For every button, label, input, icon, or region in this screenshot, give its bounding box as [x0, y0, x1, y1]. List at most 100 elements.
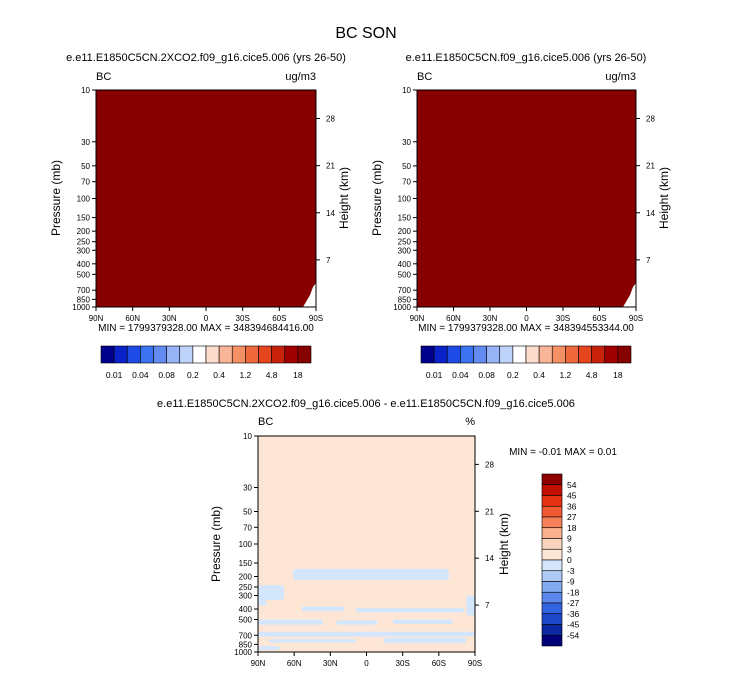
colorbar-box — [541, 527, 563, 539]
x-tick-label: 60N — [446, 314, 461, 323]
negative-patch — [392, 619, 454, 624]
colorbar-label: -18 — [567, 587, 580, 597]
y-tick-label: 300 — [398, 246, 412, 255]
panel-3-ylabel-right: Height (km) — [497, 513, 511, 575]
x-tick-label: 0 — [524, 314, 529, 323]
panel-3-title: e.e11.E1850C5CN.2XCO2.f09_g16.cice5.006 … — [157, 398, 575, 410]
y-tick-label: 1000 — [393, 303, 411, 312]
y-tick-label: 30 — [81, 138, 90, 147]
colorbar-box — [525, 345, 540, 364]
x-tick-label: 0 — [364, 659, 369, 668]
colorbar-box — [140, 345, 154, 364]
colorbar-box — [446, 345, 461, 364]
colorbar-box — [231, 345, 246, 364]
x-tick-label: 90N — [89, 314, 104, 323]
y-tick-label: 100 — [398, 195, 412, 204]
field-fill — [96, 90, 316, 307]
y-tick-label: 70 — [243, 523, 252, 532]
panel-2-axes: 1030507010015020025030040050070085010002… — [393, 86, 655, 323]
x-tick-label: 90S — [629, 314, 643, 323]
y-tick-label: 30 — [402, 138, 411, 147]
y-tick-label: 700 — [239, 631, 253, 640]
y-tick-label: 500 — [398, 270, 412, 279]
colorbar-label: 4.8 — [586, 370, 598, 380]
colorbar-label: 3 — [567, 544, 572, 554]
colorbar-box — [473, 345, 487, 364]
y2-tick-label: 7 — [646, 256, 651, 265]
x-tick-label: 30N — [483, 314, 498, 323]
colorbar-box — [166, 345, 181, 364]
x-tick-label: 60S — [592, 314, 606, 323]
colorbar-box — [541, 473, 563, 486]
y-tick-label: 10 — [81, 86, 90, 95]
panel-3-ylabel: Pressure (mb) — [209, 506, 223, 582]
negative-patch — [268, 639, 356, 643]
panel-1-field — [96, 90, 316, 307]
negative-patch — [292, 568, 449, 580]
negative-patch — [258, 646, 280, 651]
colorbar-box — [541, 613, 563, 625]
colorbar-label: -9 — [567, 577, 575, 587]
y-tick-label: 50 — [243, 507, 252, 516]
colorbar-box — [258, 345, 272, 364]
colorbar-box — [284, 345, 299, 364]
panel-3-field — [258, 436, 475, 652]
x-tick-label: 30S — [396, 659, 410, 668]
negative-patch — [258, 599, 267, 606]
y-tick-label: 400 — [398, 260, 412, 269]
colorbar-label: 0.01 — [426, 370, 443, 380]
colorbar-label: 0.04 — [132, 370, 149, 380]
y-tick-label: 400 — [77, 260, 91, 269]
x-tick-label: 60N — [287, 659, 302, 668]
panel-1-axes: 1030507010015020025030040050070085010002… — [72, 86, 335, 323]
field-fill — [417, 90, 636, 307]
colorbar-box — [460, 345, 474, 364]
colorbar-box — [271, 345, 286, 364]
y2-tick-label: 14 — [485, 554, 494, 563]
panel-2-ylabel-right: Height (km) — [657, 167, 671, 229]
colorbar-box — [541, 602, 563, 615]
colorbar-box — [499, 345, 514, 364]
x-tick-label: 30S — [556, 314, 570, 323]
y-tick-label: 150 — [239, 559, 253, 568]
panel-3-min-max: MIN = -0.01 MAX = 0.01 — [509, 447, 617, 458]
x-tick-label: 90S — [309, 314, 323, 323]
y-tick-label: 150 — [398, 214, 412, 223]
colorbar-label: 18 — [613, 370, 623, 380]
panel-1: e.e11.E1850C5CN.2XCO2.f09_g16.cice5.006 … — [49, 52, 351, 334]
colorbar-box — [541, 559, 563, 572]
y2-tick-label: 28 — [646, 115, 655, 124]
colorbar-label: -36 — [567, 609, 580, 619]
panel-1-ylabel: Pressure (mb) — [49, 160, 63, 236]
y-tick-label: 700 — [398, 286, 412, 295]
y-tick-label: 100 — [77, 195, 91, 204]
colorbar-box — [565, 345, 579, 364]
colorbar-label: 27 — [567, 512, 577, 522]
field-background — [258, 436, 475, 652]
panel-2: e.e11.E1850C5CN.f09_g16.cice5.006 (yrs 2… — [370, 52, 671, 334]
y2-tick-label: 14 — [646, 209, 655, 218]
colorbar-label: 0.08 — [158, 370, 175, 380]
colorbar-box — [218, 345, 233, 364]
colorbar-box — [591, 345, 606, 364]
colorbar-box — [541, 624, 563, 636]
colorbar-box — [192, 345, 207, 364]
panel-1-ylabel-right: Height (km) — [337, 167, 351, 229]
y2-tick-label: 28 — [485, 460, 494, 469]
colorbar-box — [245, 345, 259, 364]
colorbar-label: 36 — [567, 501, 577, 511]
y-tick-label: 30 — [243, 484, 252, 493]
negative-patch — [336, 620, 378, 625]
y-tick-label: 300 — [77, 246, 91, 255]
y-tick-label: 250 — [77, 238, 91, 247]
negative-patch — [383, 637, 467, 644]
y-tick-label: 50 — [81, 162, 90, 171]
panel-1-min-max: MIN = 1799379328.00 MAX = 348394684416.0… — [98, 323, 314, 334]
panel-3-right-label: % — [465, 416, 475, 428]
panel-2-left-label: BC — [417, 71, 432, 83]
colorbar-box — [126, 345, 141, 364]
colorbar-label: 9 — [567, 534, 572, 544]
colorbar-box — [512, 345, 527, 364]
panel-1-title: e.e11.E1850C5CN.2XCO2.f09_g16.cice5.006 … — [66, 52, 346, 64]
